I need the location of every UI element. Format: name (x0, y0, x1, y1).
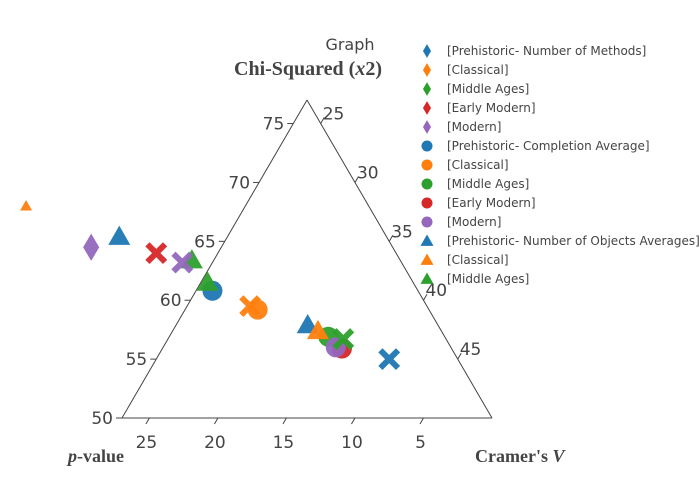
chart-title: Chi-Squared (x2) (234, 58, 382, 80)
tick-mark-b (351, 417, 356, 425)
legend-label: [Middle Ages] (447, 272, 529, 286)
axis-a-edge (121, 99, 308, 419)
legend-symbol (422, 120, 432, 134)
tick-label-a: 50 (91, 409, 113, 429)
chart-title-text: Chi-Squared ( (234, 58, 356, 80)
tick-label-c: 40 (425, 281, 447, 301)
axis-c-label: Cramer's V (475, 446, 566, 466)
tick-layer: 50 55 60 65 70 75 5 10 15 20 25 25 30 35 40 45 (91, 105, 481, 453)
legend-label: [Early Modern] (447, 101, 536, 115)
tick-label-b: 5 (415, 433, 426, 453)
marker-layer (20, 200, 401, 371)
legend-symbol (421, 216, 433, 228)
tick-label-a: 55 (126, 350, 148, 370)
legend-item[interactable]: [Prehistoric- Number of Objects Averages… (420, 234, 700, 248)
data-point (83, 233, 100, 261)
tick-mark-c (457, 352, 462, 360)
tick-mark-b (419, 417, 424, 425)
data-point (108, 225, 131, 245)
legend-item[interactable]: [Prehistoric- Completion Average] (421, 139, 650, 153)
legend-label: [Prehistoric- Completion Average] (447, 139, 650, 153)
legend-label: [Middle Ages] (447, 177, 529, 191)
tick-mark-b (282, 417, 287, 425)
axis-c-label-text: Cramer's (475, 446, 552, 466)
data-point (239, 295, 262, 318)
data-point (196, 271, 219, 291)
tick-mark-b (213, 417, 219, 425)
tick-label-a: 75 (263, 115, 285, 135)
data-point (20, 200, 33, 211)
legend-label: [Prehistoric- Number of Objects Averages… (447, 234, 700, 248)
legend-symbol (422, 82, 432, 96)
legend-label: [Classical] (447, 158, 509, 172)
axis-b-label-var: p (66, 446, 77, 466)
chart-heading: Graph (325, 35, 374, 54)
data-point (378, 348, 401, 371)
tick-label-c: 35 (391, 222, 413, 242)
tick-label-a: 70 (228, 173, 250, 193)
tick-mark-c (388, 235, 394, 242)
legend-label: [Early Modern] (447, 196, 536, 210)
axis-b-label: p-value (66, 446, 124, 466)
legend-symbol (421, 197, 433, 209)
legend-label: [Middle Ages] (447, 82, 529, 96)
axis-c-edge (306, 99, 493, 419)
legend-item[interactable]: [Prehistoric- Number of Methods] (422, 44, 646, 58)
data-point (145, 242, 168, 265)
tick-label-a: 65 (194, 232, 216, 252)
tick-mark-c (423, 293, 428, 301)
data-point (306, 319, 329, 340)
legend-symbol (420, 253, 434, 265)
legend-symbol (421, 159, 433, 171)
legend-item[interactable]: [Classical] (421, 158, 509, 172)
tick-label-a: 60 (160, 291, 182, 311)
tick-label-c: 30 (357, 163, 379, 183)
legend-label: [Classical] (447, 253, 509, 267)
legend-symbol (420, 234, 434, 246)
tick-mark-c (320, 117, 325, 124)
legend-symbol (420, 272, 434, 284)
tick-label-b: 25 (136, 433, 158, 453)
axis-b-label-text: -value (77, 446, 124, 466)
chart-title-var: x (354, 58, 365, 80)
tick-label-c: 45 (460, 340, 482, 360)
legend-symbol (422, 101, 432, 115)
legend-symbol (421, 140, 433, 152)
legend-label: [Prehistoric- Number of Methods] (447, 44, 646, 58)
legend-item[interactable]: [Early Modern] (421, 196, 536, 210)
text-layer: Graph Chi-Squared (x2) p-value Cramer's … (66, 35, 566, 466)
chart-title-tail: 2) (365, 58, 382, 80)
data-point (171, 251, 194, 274)
data-point (332, 328, 355, 351)
tick-mark-c (354, 176, 359, 183)
legend-symbol (422, 63, 432, 77)
legend[interactable]: [Prehistoric- Number of Methods] [Classic… (420, 44, 700, 286)
legend-item[interactable]: [Modern] (422, 120, 501, 134)
legend-label: [Classical] (447, 63, 509, 77)
tick-label-b: 15 (273, 433, 295, 453)
legend-label: [Modern] (447, 120, 501, 134)
tick-mark-b (145, 417, 150, 425)
legend-label: [Modern] (447, 215, 501, 229)
legend-item[interactable]: [Modern] (421, 215, 502, 229)
triangle-background (122, 100, 492, 418)
legend-item[interactable]: [Middle Ages] (420, 272, 530, 286)
legend-symbol (422, 44, 432, 58)
legend-item[interactable]: [Early Modern] (422, 101, 536, 115)
tick-label-b: 20 (204, 433, 226, 453)
legend-item[interactable]: [Middle Ages] (422, 82, 529, 96)
triangle-frame (121, 99, 493, 419)
tick-label-c: 25 (323, 105, 345, 125)
legend-item[interactable]: [Classical] (422, 63, 509, 77)
legend-item[interactable]: [Middle Ages] (421, 177, 530, 191)
legend-item[interactable]: [Classical] (420, 253, 509, 267)
tick-label-b: 10 (341, 433, 363, 453)
legend-symbol (421, 178, 433, 190)
axis-c-label-var: V (552, 446, 566, 466)
